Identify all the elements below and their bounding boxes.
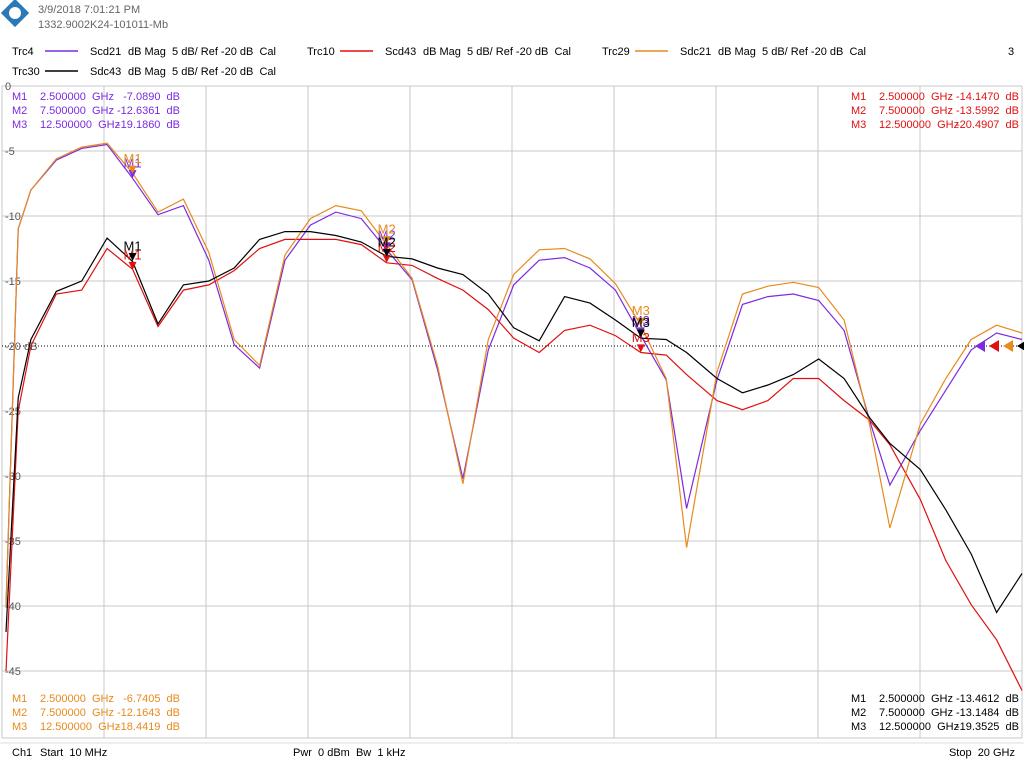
y-tick-label: -5 (5, 146, 15, 158)
ref-indicator (975, 340, 985, 352)
marker-row-label: M1 (851, 91, 866, 103)
marker-row-freq: 2.500000 GHz (879, 91, 953, 103)
marker-tag: M2 (378, 228, 396, 243)
logo (0, 0, 30, 28)
trace-line (5, 143, 1023, 607)
marker-row-value: -7.0890 dB (123, 91, 180, 103)
stop-freq: Stop 20 GHz (949, 747, 1015, 759)
marker-row-freq: 7.500000 GHz (40, 105, 114, 117)
marker (636, 344, 645, 353)
marker-row-value: -13.5992 dB (956, 105, 1019, 117)
y-tick-label: -35 (5, 536, 21, 548)
marker (128, 252, 137, 261)
marker-row-label: M3 (12, 721, 27, 733)
marker-tag: M3 (632, 315, 650, 330)
marker-row-value: -18.4419 dB (117, 721, 180, 733)
marker-row-value: -12.1643 dB (117, 707, 180, 719)
marker (382, 242, 391, 251)
marker-tag: M1 (124, 151, 142, 166)
y-tick-label: -30 (5, 471, 21, 483)
power-bandwidth: Pwr 0 dBm Bw 1 kHz (293, 747, 405, 759)
marker-row-value: -19.3525 dB (956, 721, 1019, 733)
trace-name: Trc29 (602, 46, 630, 58)
y-tick-label: 0 (5, 81, 11, 93)
trace-settings: dB Mag 5 dB/ Ref -20 dB Cal (718, 46, 866, 58)
marker-row-freq: 12.500000 GHz (40, 721, 120, 733)
marker-row-freq: 12.500000 GHz (879, 721, 959, 733)
marker-tag: M1 (124, 156, 142, 171)
marker-row-value: -20.4907 dB (956, 119, 1019, 131)
trace-settings: dB Mag 5 dB/ Ref -20 dB Cal (128, 46, 276, 58)
marker-row-value: -19.1860 dB (117, 119, 180, 131)
y-tick-label: -45 (5, 666, 21, 678)
trace-line (5, 238, 1023, 691)
channel: Ch1 (12, 747, 32, 759)
marker-row-freq: 7.500000 GHz (40, 707, 114, 719)
marker-row-label: M3 (12, 119, 27, 131)
marker (636, 329, 645, 338)
trace-name: Trc10 (307, 46, 335, 58)
ref-indicator (989, 340, 999, 352)
marker-row-freq: 12.500000 GHz (40, 119, 120, 131)
marker-tag: M2 (378, 222, 396, 237)
trace-line (5, 231, 1023, 633)
legend-name: Sdc43 (90, 66, 121, 78)
marker-row-freq: 2.500000 GHz (40, 693, 114, 705)
trace-settings: dB Mag 5 dB/ Ref -20 dB Cal (128, 66, 276, 78)
marker-row-freq: 7.500000 GHz (879, 707, 953, 719)
marker-tag: M1 (124, 238, 142, 253)
marker (128, 261, 137, 270)
legend-name: Scd21 (90, 46, 121, 58)
marker-row-label: M3 (851, 119, 866, 131)
marker-row-label: M2 (12, 707, 27, 719)
window-number: 3 (1008, 46, 1014, 58)
marker-row-freq: 2.500000 GHz (40, 91, 114, 103)
marker-row-label: M2 (851, 105, 866, 117)
marker-row-value: -13.1484 dB (956, 707, 1019, 719)
marker-row-label: M1 (12, 91, 27, 103)
y-tick-label: -15 (5, 276, 21, 288)
ref-indicator (1003, 340, 1013, 352)
marker-row-value: -6.7405 dB (123, 693, 180, 705)
marker-row-value: -13.4612 dB (956, 693, 1019, 705)
y-tick-label: -20 dB (5, 341, 37, 353)
trace-name: Trc4 (12, 46, 34, 58)
marker (128, 170, 137, 179)
marker-tag: M2 (378, 234, 396, 249)
marker (636, 317, 645, 326)
marker-row-freq: 7.500000 GHz (879, 105, 953, 117)
legend-name: Sdc21 (680, 46, 711, 58)
trace-settings: dB Mag 5 dB/ Ref -20 dB Cal (423, 46, 571, 58)
marker (382, 248, 391, 257)
marker (382, 236, 391, 245)
trace-line (5, 142, 1023, 607)
trace-name: Trc30 (12, 66, 40, 78)
marker-tag: M2 (378, 240, 396, 255)
marker-row-freq: 2.500000 GHz (879, 693, 953, 705)
marker-tag: M3 (632, 303, 650, 318)
marker-row-label: M2 (12, 105, 27, 117)
marker-row-label: M2 (851, 707, 866, 719)
timestamp: 3/9/2018 7:01:21 PM (38, 4, 140, 16)
marker-row-value: -14.1470 dB (956, 91, 1019, 103)
marker (382, 254, 391, 263)
marker-row-label: M3 (851, 721, 866, 733)
device-id: 1332.9002K24-101011-Mb (38, 19, 168, 31)
vertical-grid (103, 86, 921, 738)
marker-row-value: -12.6361 dB (117, 105, 180, 117)
y-tick-label: -10 (5, 211, 21, 223)
legend-name: Scd43 (385, 46, 416, 58)
ref-indicator (1017, 341, 1024, 351)
marker-row-freq: 12.500000 GHz (879, 119, 959, 131)
marker-row-label: M1 (12, 693, 27, 705)
start-freq: Start 10 MHz (40, 747, 107, 759)
marker (128, 165, 137, 174)
marker-row-label: M1 (851, 693, 866, 705)
